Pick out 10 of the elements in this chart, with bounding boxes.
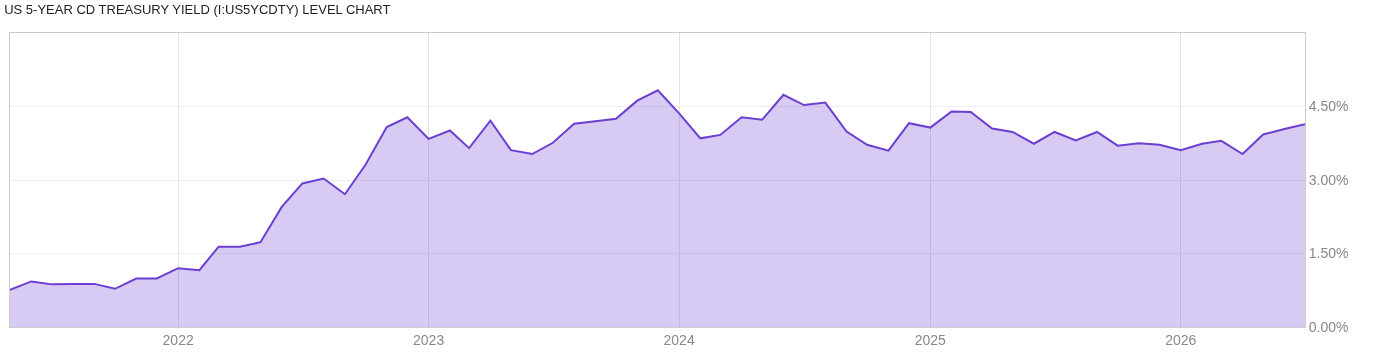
chart-title: US 5-YEAR CD TREASURY YIELD (I:US5YCDTY) LEVEL CHART	[4, 2, 391, 18]
x-tick-label: 2022	[162, 331, 194, 348]
x-tick-label: 2023	[413, 331, 445, 348]
x-tick-label: 2026	[1165, 331, 1197, 348]
x-tick-label: 2025	[914, 331, 947, 348]
y-tick-label: 3.00%	[1308, 171, 1349, 188]
y-tick-label: 0.00%	[1308, 318, 1349, 335]
y-tick-label: 1.50%	[1308, 245, 1349, 262]
y-tick-label: 4.50%	[1308, 98, 1349, 115]
x-tick-label: 2024	[663, 331, 695, 348]
